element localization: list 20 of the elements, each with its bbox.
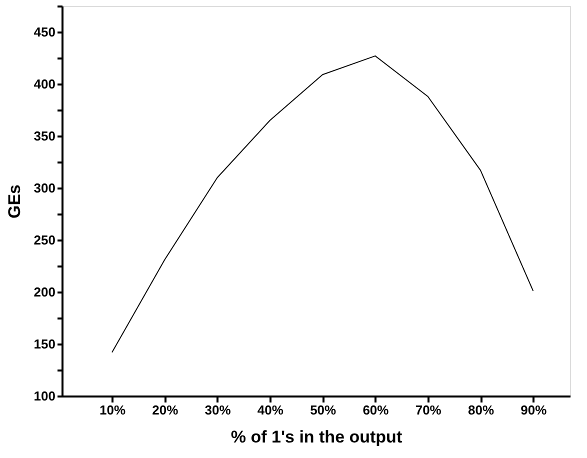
x-axis-title: % of 1's in the output — [230, 428, 402, 446]
x-tick-label: 40% — [257, 402, 284, 418]
y-tick-label: 400 — [34, 76, 56, 92]
y-tick-label: 150 — [34, 336, 56, 352]
x-tick-label: 70% — [415, 402, 442, 418]
y-axis-title: GEs — [4, 184, 24, 219]
y-tick-label: 350 — [34, 128, 56, 144]
x-tick-label: 20% — [152, 402, 179, 418]
y-tick-label: 250 — [34, 232, 56, 248]
y-tick-label: 200 — [34, 284, 56, 300]
y-tick-label: 450 — [34, 24, 56, 40]
x-tick-label: 60% — [362, 402, 390, 418]
x-tick-label: 90% — [520, 402, 548, 418]
y-tick-label: 300 — [34, 180, 56, 196]
x-tick-label: 80% — [468, 402, 494, 418]
x-tick-label: 30% — [204, 402, 232, 418]
line-series — [112, 55, 534, 353]
x-tick-label: 10% — [99, 402, 126, 418]
x-tick-label: 50% — [310, 402, 337, 418]
y-tick-label: 100 — [34, 388, 56, 404]
